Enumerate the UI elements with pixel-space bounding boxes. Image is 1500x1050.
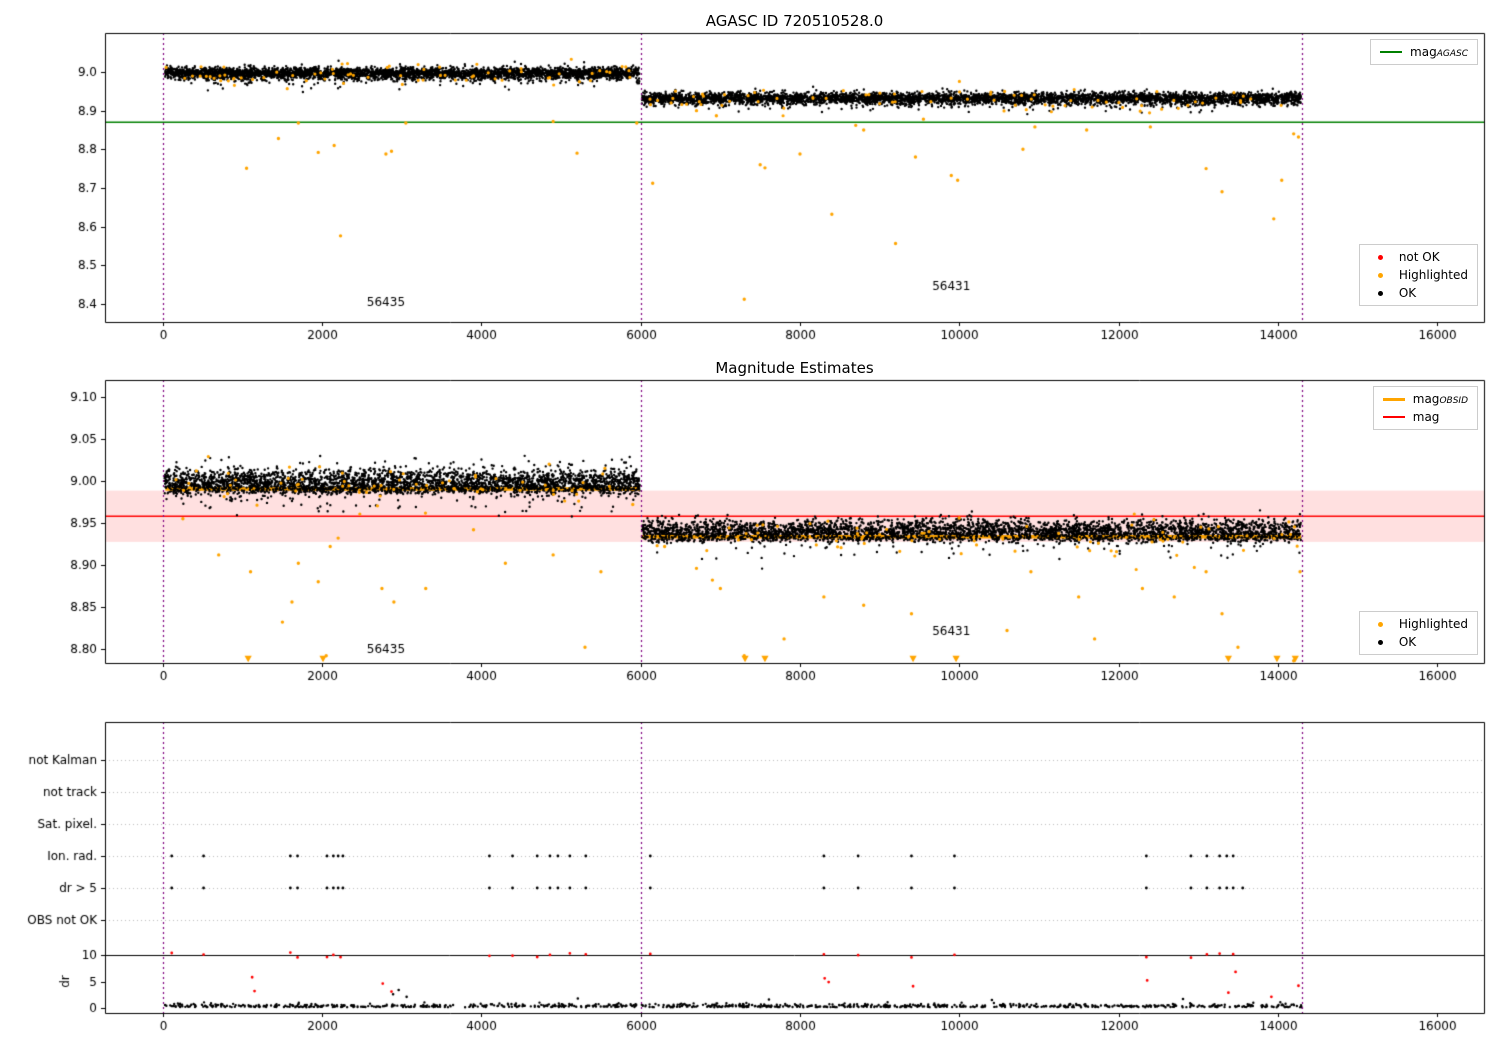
legend-label-highlighted-2: Highlighted: [1398, 617, 1468, 631]
legend-item-highlighted: Highlighted: [1369, 268, 1468, 282]
legend-item-mag-obsid: mag OBSID: [1382, 392, 1468, 406]
chart2-title: Magnitude Estimates: [715, 359, 874, 377]
mag-agasc-line-swatch: [1380, 51, 1403, 53]
legend-item-mag-agasc: mag AGASC: [1380, 45, 1468, 59]
legend-item-highlighted-2: Highlighted: [1369, 617, 1468, 631]
not-ok-dot-swatch: [1377, 254, 1383, 260]
mag-obsid-line-swatch: [1382, 397, 1405, 401]
highlighted-dot-swatch: [1377, 272, 1383, 278]
legend-chart2-points: Highlighted OK: [1358, 611, 1478, 655]
legend-label-mag: mag: [1412, 410, 1440, 424]
ok-dot-swatch-2: [1377, 639, 1383, 645]
legend-item-mag: mag: [1382, 410, 1468, 424]
legend-label-mag-obsid: mag OBSID: [1412, 392, 1468, 406]
chart1-title: AGASC ID 720510528.0: [705, 12, 884, 30]
legend-label-not-ok: not OK: [1398, 250, 1440, 264]
legend-label-ok: OK: [1398, 286, 1417, 300]
legend-label-mag-agasc: mag AGASC: [1410, 45, 1468, 59]
legend-item-not-ok: not OK: [1369, 250, 1468, 264]
legend-mag-agasc: mag AGASC: [1370, 39, 1478, 65]
legend-chart2-lines: mag OBSID mag: [1372, 386, 1478, 430]
legend-item-ok: OK: [1369, 286, 1468, 300]
legend-label-ok-2: OK: [1398, 635, 1417, 649]
ok-dot-swatch: [1377, 290, 1383, 296]
legend-label-highlighted: Highlighted: [1398, 268, 1468, 282]
legend-chart1-points: not OK Highlighted OK: [1358, 244, 1478, 306]
legend-item-ok-2: OK: [1369, 635, 1468, 649]
highlighted-dot-swatch-2: [1377, 621, 1383, 627]
mag-line-swatch: [1382, 416, 1405, 418]
